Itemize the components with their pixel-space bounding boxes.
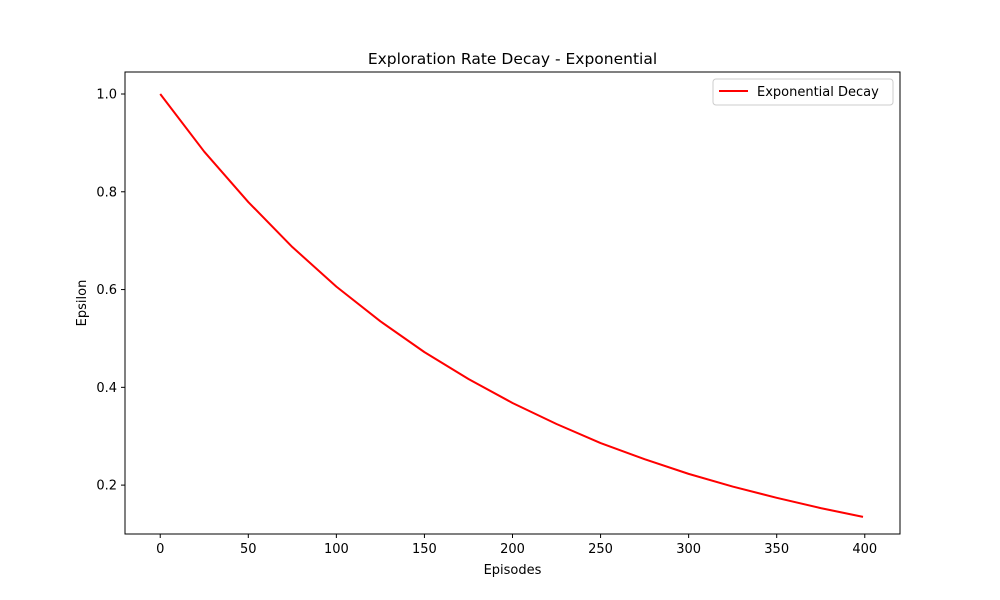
x-tick-label: 50 — [240, 542, 257, 557]
chart-title: Exploration Rate Decay - Exponential — [368, 50, 657, 68]
legend: Exponential Decay — [712, 78, 894, 106]
x-axis-label: Episodes — [484, 563, 542, 578]
y-axis-label: Epsilon — [75, 280, 90, 327]
x-tick-label: 200 — [500, 542, 525, 557]
series-line-0 — [159, 93, 864, 518]
x-tick-label: 100 — [324, 542, 349, 557]
legend-box — [712, 78, 894, 106]
x-tick-label: 0 — [156, 542, 164, 557]
x-tick-label: 300 — [676, 542, 701, 557]
x-tick-label: 150 — [412, 542, 437, 557]
y-tick-label: 0.2 — [96, 479, 117, 494]
x-axis-ticks: 0 50 100 150 200 250 300 350 400 — [156, 534, 877, 557]
series-layer — [159, 93, 864, 518]
plot-area — [125, 72, 900, 534]
x-tick-label: 250 — [588, 542, 613, 557]
y-axis-ticks: 0.2 0.4 0.6 0.8 1.0 — [96, 88, 125, 494]
x-tick-label: 400 — [852, 542, 877, 557]
y-tick-label: 1.0 — [96, 88, 117, 103]
legend-label: Exponential Decay — [757, 85, 879, 100]
y-tick-label: 0.4 — [96, 381, 117, 396]
x-tick-label: 350 — [764, 542, 789, 557]
plot-frame — [124, 71, 901, 535]
y-tick-label: 0.6 — [96, 283, 117, 298]
y-tick-label: 0.8 — [96, 185, 117, 200]
